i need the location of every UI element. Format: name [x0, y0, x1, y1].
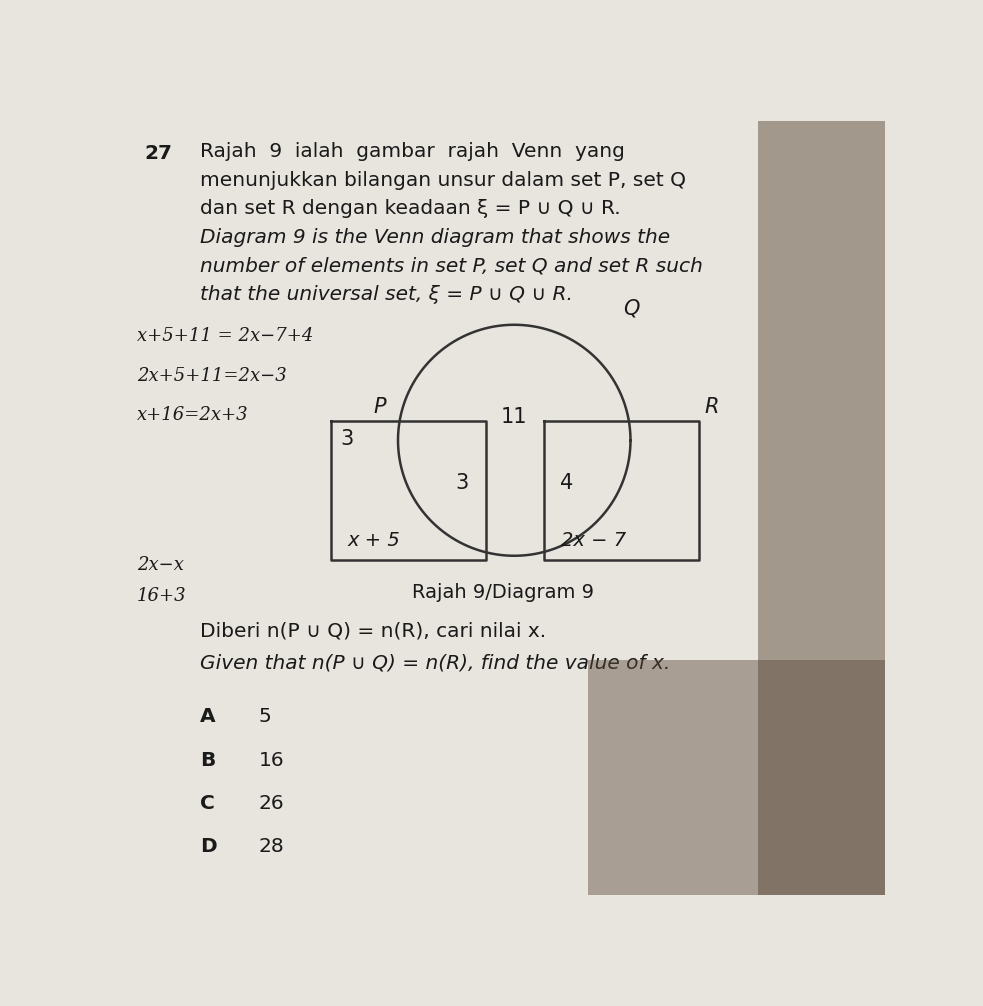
Text: A: A [201, 707, 216, 726]
Text: 28: 28 [259, 837, 284, 856]
Text: 26: 26 [259, 794, 284, 813]
Text: Given that n(P ∪ Q) = n(R), find the value of x.: Given that n(P ∪ Q) = n(R), find the val… [201, 654, 670, 673]
Text: Diberi n(P ∪ Q) = n(R), cari nilai x.: Diberi n(P ∪ Q) = n(R), cari nilai x. [201, 622, 547, 640]
Text: 4: 4 [560, 473, 573, 493]
Text: R: R [705, 397, 720, 417]
Text: menunjukkan bilangan unsur dalam set P, set Q: menunjukkan bilangan unsur dalam set P, … [201, 171, 686, 190]
Text: 5: 5 [259, 707, 271, 726]
Text: 3: 3 [456, 473, 469, 493]
Text: that the universal set, ξ = P ∪ Q ∪ R.: that the universal set, ξ = P ∪ Q ∪ R. [201, 285, 573, 304]
Text: x + 5: x + 5 [348, 531, 400, 550]
Text: 16: 16 [259, 750, 284, 770]
Text: B: B [201, 750, 215, 770]
Text: number of elements in set P, set Q and set R such: number of elements in set P, set Q and s… [201, 257, 703, 276]
Text: Rajah  9  ialah  gambar  rajah  Venn  yang: Rajah 9 ialah gambar rajah Venn yang [201, 142, 625, 161]
Text: Diagram 9 is the Venn diagram that shows the: Diagram 9 is the Venn diagram that shows… [201, 227, 670, 246]
Text: 16+3: 16+3 [137, 586, 187, 605]
Text: C: C [201, 794, 215, 813]
Text: 27: 27 [145, 144, 173, 163]
Text: Q: Q [623, 299, 639, 319]
Text: 2x − 7: 2x − 7 [560, 531, 626, 550]
Text: x+5+11 = 2x−7+4: x+5+11 = 2x−7+4 [137, 327, 314, 345]
Bar [588, 660, 885, 895]
Text: dan set R dengan keadaan ξ = P ∪ Q ∪ R.: dan set R dengan keadaan ξ = P ∪ Q ∪ R. [201, 199, 621, 218]
Text: 11: 11 [501, 407, 528, 428]
Text: 2x+5+11=2x−3: 2x+5+11=2x−3 [137, 367, 287, 385]
Text: 3: 3 [340, 429, 353, 449]
Text: Rajah 9/Diagram 9: Rajah 9/Diagram 9 [412, 582, 594, 602]
Bar [758, 121, 885, 895]
Text: 2x−x: 2x−x [137, 555, 184, 573]
Text: D: D [201, 837, 217, 856]
Text: x+16=2x+3: x+16=2x+3 [137, 405, 249, 424]
Text: P: P [374, 397, 385, 417]
